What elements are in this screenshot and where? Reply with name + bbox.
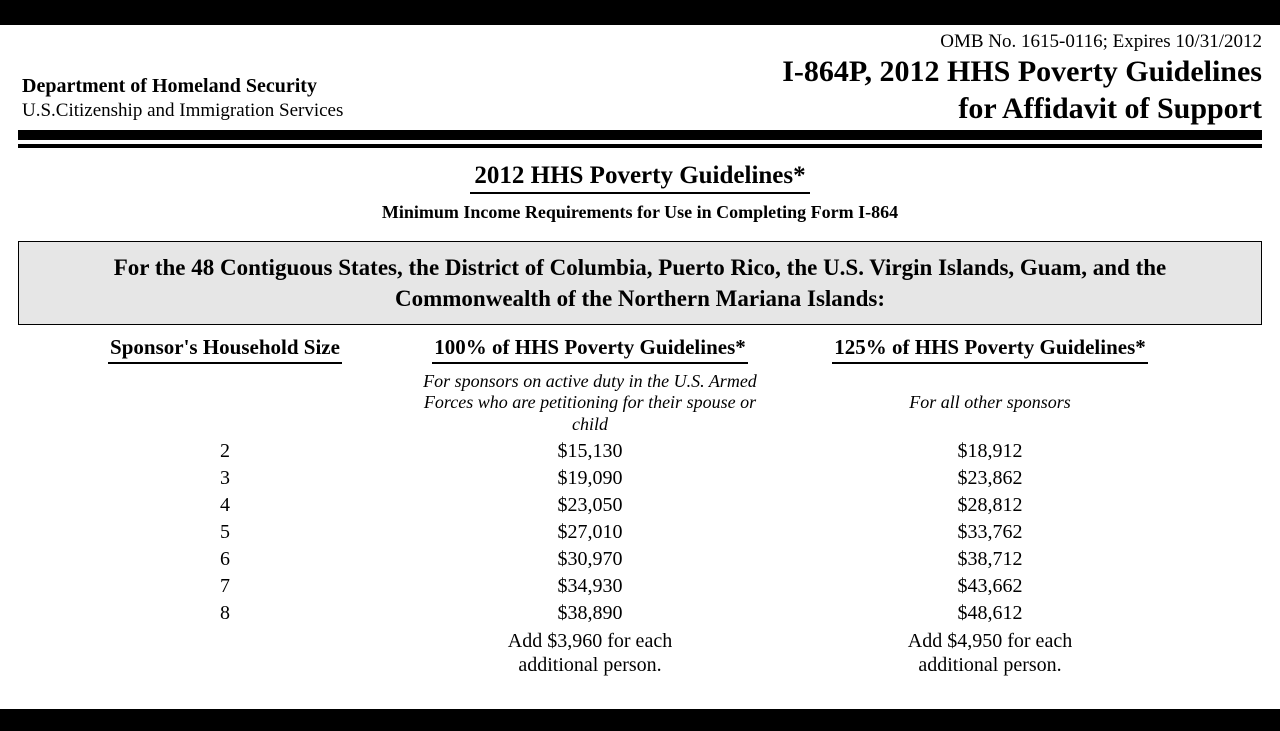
- cell-125pct: $18,912: [790, 438, 1190, 465]
- footer-125-line2: additional person.: [790, 653, 1190, 677]
- cell-100pct: $30,970: [390, 546, 790, 573]
- cell-100pct: $27,010: [390, 519, 790, 546]
- cell-household-size: 4: [60, 492, 390, 519]
- column-header-household: Sponsor's Household Size: [60, 335, 390, 436]
- omb-number: OMB No. 1615-0116; Expires 10/31/2012: [782, 31, 1262, 53]
- cell-100pct: $15,130: [390, 438, 790, 465]
- cell-100pct: $19,090: [390, 465, 790, 492]
- region-box: For the 48 Contiguous States, the Distri…: [18, 241, 1262, 325]
- section-subtitle: Minimum Income Requirements for Use in C…: [0, 202, 1280, 223]
- table-row: 6$30,970$38,712: [60, 546, 1220, 573]
- top-bar: [0, 11, 1280, 25]
- header: Department of Homeland Security U.S.Citi…: [0, 25, 1280, 126]
- cell-household-size: 3: [60, 465, 390, 492]
- cell-125pct: $38,712: [790, 546, 1190, 573]
- footer-100-line2: additional person.: [390, 653, 790, 677]
- column-header-125pct: 125% of HHS Poverty Guidelines* For all …: [790, 335, 1190, 436]
- col-note-3: For all other sponsors: [790, 370, 1190, 436]
- divider-bar: [18, 130, 1262, 140]
- col-note-1: [60, 370, 390, 436]
- col-header-2: 100% of HHS Poverty Guidelines*: [432, 335, 748, 364]
- cell-100pct: $38,890: [390, 600, 790, 627]
- document-page: Department of Homeland Security U.S.Citi…: [0, 11, 1280, 709]
- form-title-line1: I-864P, 2012 HHS Poverty Guidelines: [782, 55, 1262, 90]
- cell-125pct: $48,612: [790, 600, 1190, 627]
- footer-spacer: [60, 629, 390, 677]
- header-left: Department of Homeland Security U.S.Citi…: [22, 75, 343, 126]
- col-header-1: Sponsor's Household Size: [108, 335, 342, 364]
- cell-household-size: 5: [60, 519, 390, 546]
- cell-household-size: 8: [60, 600, 390, 627]
- table-header-row: Sponsor's Household Size 100% of HHS Pov…: [60, 335, 1220, 436]
- footer-100pct: Add $3,960 for each additional person.: [390, 629, 790, 677]
- divider-underline: [18, 144, 1262, 148]
- footer-125-line1: Add $4,950 for each: [790, 629, 1190, 653]
- section-title: 2012 HHS Poverty Guidelines* Minimum Inc…: [0, 162, 1280, 223]
- table-row: 3$19,090$23,862: [60, 465, 1220, 492]
- table-body: 2$15,130$18,9123$19,090$23,8624$23,050$2…: [60, 438, 1220, 627]
- cell-household-size: 6: [60, 546, 390, 573]
- table-row: 5$27,010$33,762: [60, 519, 1220, 546]
- cell-125pct: $28,812: [790, 492, 1190, 519]
- footer-100-line1: Add $3,960 for each: [390, 629, 790, 653]
- table-row: 7$34,930$43,662: [60, 573, 1220, 600]
- cell-100pct: $34,930: [390, 573, 790, 600]
- cell-125pct: $33,762: [790, 519, 1190, 546]
- table-row: 4$23,050$28,812: [60, 492, 1220, 519]
- cell-125pct: $43,662: [790, 573, 1190, 600]
- table-row: 8$38,890$48,612: [60, 600, 1220, 627]
- footer-125pct: Add $4,950 for each additional person.: [790, 629, 1190, 677]
- cell-household-size: 2: [60, 438, 390, 465]
- section-main-title: 2012 HHS Poverty Guidelines*: [470, 162, 809, 194]
- cell-125pct: $23,862: [790, 465, 1190, 492]
- cell-100pct: $23,050: [390, 492, 790, 519]
- col-note-2: For sponsors on active duty in the U.S. …: [390, 370, 790, 436]
- poverty-table: Sponsor's Household Size 100% of HHS Pov…: [60, 335, 1220, 677]
- col-header-3: 125% of HHS Poverty Guidelines*: [832, 335, 1148, 364]
- header-right: OMB No. 1615-0116; Expires 10/31/2012 I-…: [782, 31, 1262, 126]
- department-name: Department of Homeland Security: [22, 75, 343, 98]
- agency-name: U.S.Citizenship and Immigration Services: [22, 100, 343, 122]
- column-header-100pct: 100% of HHS Poverty Guidelines* For spon…: [390, 335, 790, 436]
- table-footer-row: Add $3,960 for each additional person. A…: [60, 629, 1220, 677]
- cell-household-size: 7: [60, 573, 390, 600]
- table-row: 2$15,130$18,912: [60, 438, 1220, 465]
- form-title-line2: for Affidavit of Support: [782, 92, 1262, 127]
